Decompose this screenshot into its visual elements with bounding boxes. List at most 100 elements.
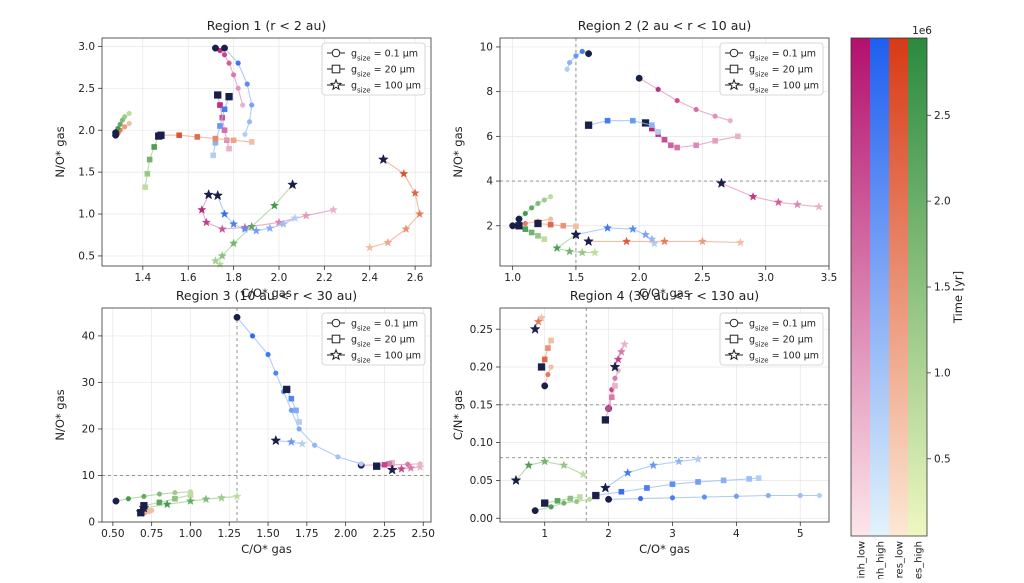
- data-point: [235, 85, 241, 91]
- data-point: [720, 477, 727, 484]
- data-point: [117, 121, 123, 127]
- data-point: [273, 370, 279, 376]
- series-res_high-square: [515, 222, 548, 242]
- data-point: [693, 454, 703, 464]
- colorbar-tick-label: 1.0: [934, 367, 951, 379]
- data-point: [735, 237, 745, 247]
- legend-label: gsize = 20 μm: [749, 65, 813, 79]
- data-point: [649, 238, 659, 248]
- data-point: [535, 233, 541, 239]
- data-point: [816, 492, 823, 499]
- legend-label: gsize = 0.1 μm: [351, 49, 418, 63]
- data-point: [185, 496, 195, 505]
- data-point: [125, 496, 131, 502]
- data-point: [301, 210, 311, 220]
- data-point: [661, 136, 668, 143]
- start-point: [112, 497, 120, 505]
- data-point: [232, 491, 242, 501]
- data-point: [649, 122, 655, 128]
- data-point: [574, 498, 580, 505]
- x-tick-label: 1.75: [295, 528, 318, 540]
- data-point: [529, 205, 535, 211]
- legend-circle-icon: [331, 318, 341, 328]
- start-point: [592, 491, 600, 500]
- start-point: [155, 132, 163, 140]
- series-inh_low-circle: [211, 44, 246, 108]
- legend-label: gsize = 100 μm: [749, 351, 819, 365]
- x-tick-label: 2.0: [631, 272, 648, 284]
- start-point: [541, 382, 549, 390]
- legend-circle-icon: [331, 48, 341, 58]
- data-point: [522, 210, 528, 217]
- chart-panel-2: 1.0 1.5 2.0 2.5 3.0 3.5 2 4 6 8 10 Region 2 (2 au <…: [451, 18, 837, 300]
- data-point: [406, 463, 416, 472]
- data-point: [415, 209, 425, 218]
- data-point: [119, 117, 126, 123]
- data-point: [561, 500, 567, 506]
- data-point: [590, 247, 600, 257]
- chart-title: Region 1 (r < 2 au): [207, 18, 327, 33]
- data-point: [701, 494, 708, 500]
- data-point: [328, 205, 338, 214]
- data-point: [712, 138, 718, 144]
- y-tick-label: 0.00: [470, 513, 493, 525]
- series-res_high-star: [552, 228, 600, 257]
- series-line: [161, 134, 252, 143]
- y-tick-label: 1.0: [78, 209, 95, 221]
- data-point: [269, 200, 279, 210]
- data-point: [628, 224, 638, 233]
- data-point: [727, 118, 733, 124]
- start-point: [225, 93, 233, 101]
- data-point: [383, 237, 393, 247]
- data-point: [142, 184, 148, 191]
- series-inh_high-square: [584, 117, 661, 135]
- y-tick-label: 2: [486, 220, 493, 232]
- data-point: [126, 120, 132, 127]
- start-point: [211, 44, 219, 52]
- y-tick-label: 30: [82, 377, 95, 389]
- data-point: [748, 191, 758, 201]
- data-point: [217, 123, 223, 129]
- data-point: [612, 375, 618, 381]
- series-inh_high-star: [270, 434, 307, 448]
- series-line: [638, 77, 731, 122]
- data-point: [797, 492, 803, 499]
- data-point: [249, 102, 255, 108]
- y-tick-label: 6: [486, 131, 493, 143]
- y-tick-label: 0.20: [470, 362, 493, 374]
- colorbar-column: [889, 38, 908, 536]
- start-point: [515, 222, 523, 230]
- legend-box: [321, 312, 426, 366]
- legend-label: gsize = 100 μm: [749, 81, 819, 95]
- x-tick-label: 2.25: [373, 528, 396, 540]
- series-inh_high-circle: [564, 48, 593, 72]
- data-point: [541, 356, 548, 363]
- start-point: [583, 235, 595, 247]
- series-res_high-circle: [531, 496, 593, 515]
- x-tick-label: 1.6: [180, 272, 197, 284]
- y-axis-label: N/O* gas: [53, 389, 67, 440]
- legend-box: [719, 42, 824, 96]
- colorbar-column: [908, 38, 927, 536]
- data-point: [528, 229, 535, 236]
- data-point: [765, 492, 771, 499]
- legend-label: gsize = 20 μm: [351, 65, 415, 79]
- data-point: [265, 223, 275, 233]
- chart-panel-1: 1.4 1.6 1.8 2.0 2.2 2.4 2.6 0.5 1.0 1.5 2.0 2.5 3.0 R…: [53, 18, 432, 300]
- data-point: [229, 219, 239, 228]
- data-point: [358, 461, 364, 467]
- data-point: [201, 494, 211, 504]
- data-point: [210, 256, 220, 265]
- chart-title: Region 2 (2 au < r < 10 au): [578, 18, 751, 33]
- y-tick-label: 0.25: [470, 324, 493, 336]
- chart-title: Region 3 (10 au < r < 30 au): [176, 288, 357, 303]
- colorbar-tick-label: 0.5: [934, 453, 951, 465]
- series-res_high-star: [210, 178, 299, 269]
- colorbar-column-label: res_low: [895, 541, 906, 578]
- legend-box: [719, 312, 824, 366]
- data-point: [630, 117, 636, 124]
- data-point: [216, 493, 227, 502]
- data-point: [248, 139, 255, 145]
- series-inh_low-star: [609, 339, 630, 372]
- series-inh_high-square: [210, 93, 233, 159]
